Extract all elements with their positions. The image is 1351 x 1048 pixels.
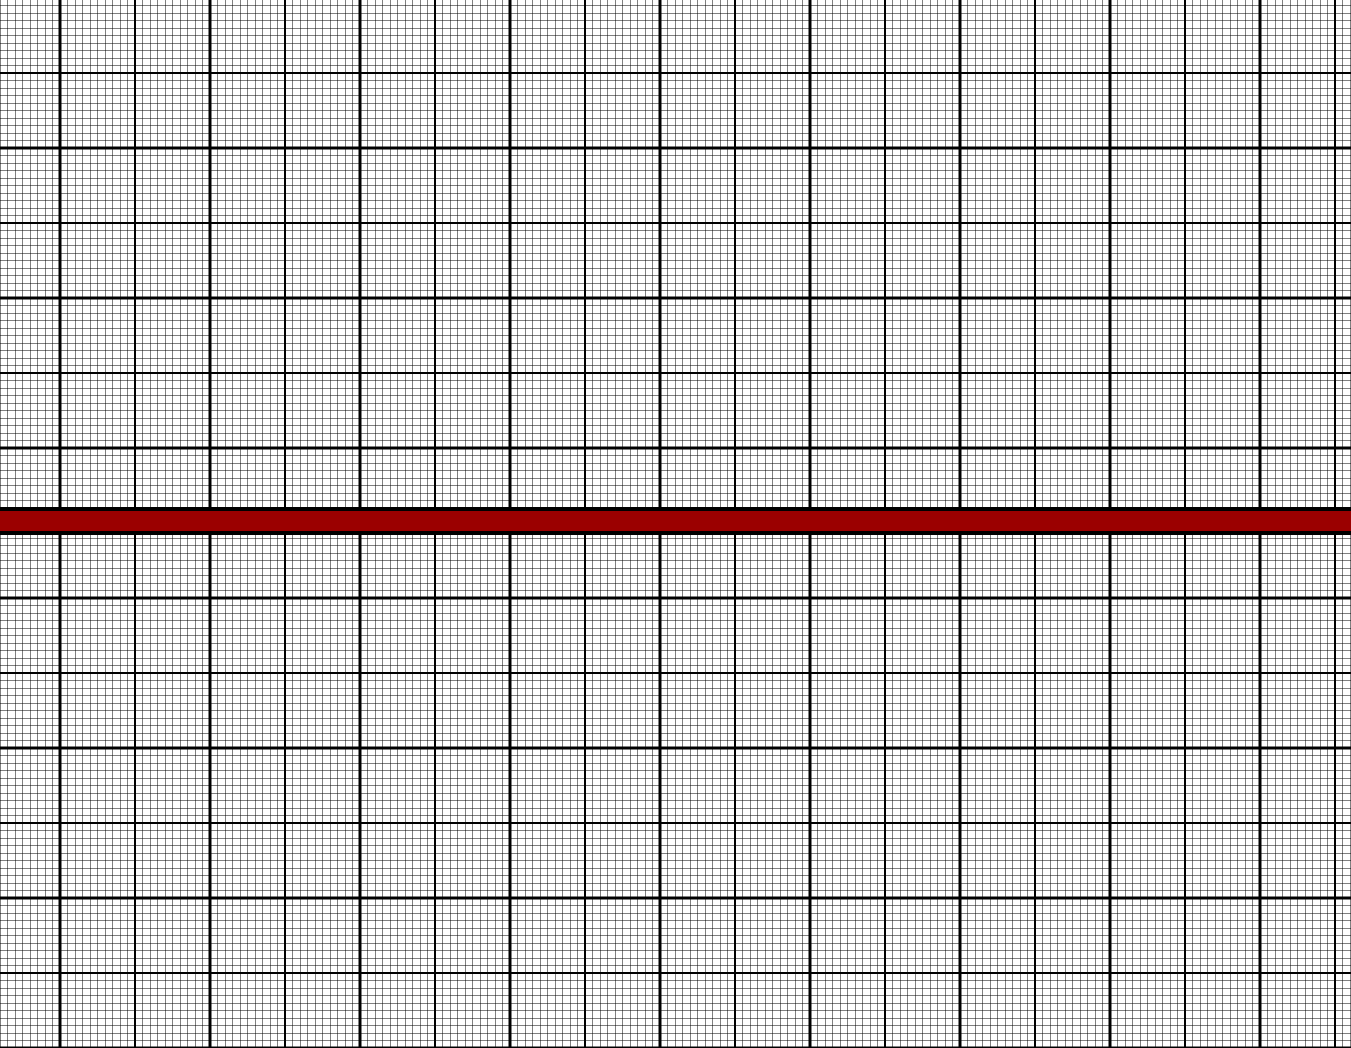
band-fill: [0, 511, 1351, 531]
red-horizontal-band: [0, 507, 1351, 535]
